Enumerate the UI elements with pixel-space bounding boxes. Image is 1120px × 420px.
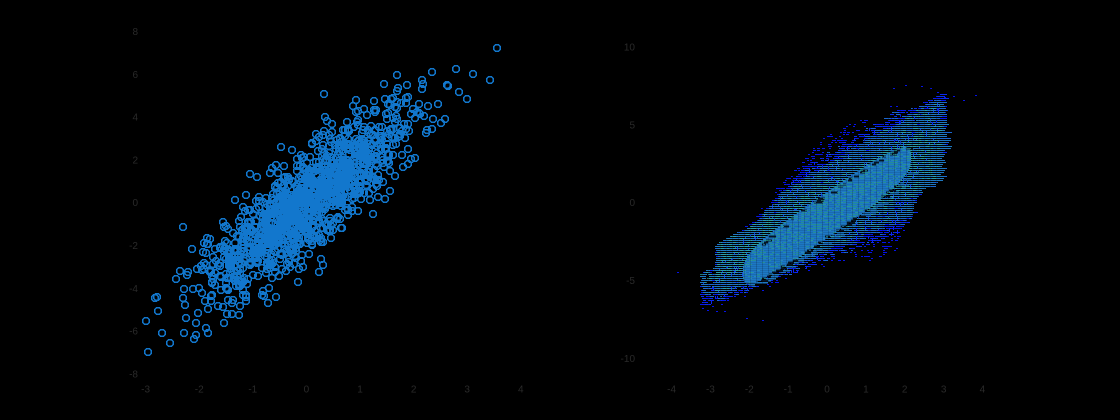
svg-text:5: 5 [629, 121, 635, 132]
svg-text:-6: -6 [129, 327, 138, 338]
svg-text:0: 0 [824, 385, 830, 396]
svg-text:4: 4 [980, 385, 986, 396]
svg-text:-1: -1 [784, 385, 793, 396]
svg-text:-1: -1 [248, 385, 257, 396]
svg-text:6: 6 [132, 70, 138, 81]
svg-text:0: 0 [304, 385, 310, 396]
svg-text:-3: -3 [706, 385, 715, 396]
svg-text:0: 0 [629, 198, 635, 209]
svg-text:1: 1 [357, 385, 363, 396]
svg-text:2: 2 [411, 385, 417, 396]
svg-text:4: 4 [518, 385, 524, 396]
svg-text:10: 10 [624, 43, 636, 54]
svg-text:-2: -2 [129, 241, 138, 252]
svg-text:-4: -4 [667, 385, 676, 396]
svg-text:-2: -2 [195, 385, 204, 396]
svg-text:2: 2 [132, 156, 138, 167]
svg-text:2: 2 [902, 385, 908, 396]
svg-text:-4: -4 [129, 284, 138, 295]
svg-text:3: 3 [464, 385, 470, 396]
svg-text:-3: -3 [141, 385, 150, 396]
svg-text:4: 4 [132, 113, 138, 124]
svg-text:-8: -8 [129, 370, 138, 381]
svg-text:-5: -5 [626, 276, 635, 287]
svg-text:-10: -10 [621, 354, 636, 365]
svg-text:3: 3 [941, 385, 947, 396]
svg-text:8: 8 [132, 27, 138, 38]
svg-text:-2: -2 [745, 385, 754, 396]
svg-text:0: 0 [132, 198, 138, 209]
svg-text:1: 1 [863, 385, 869, 396]
